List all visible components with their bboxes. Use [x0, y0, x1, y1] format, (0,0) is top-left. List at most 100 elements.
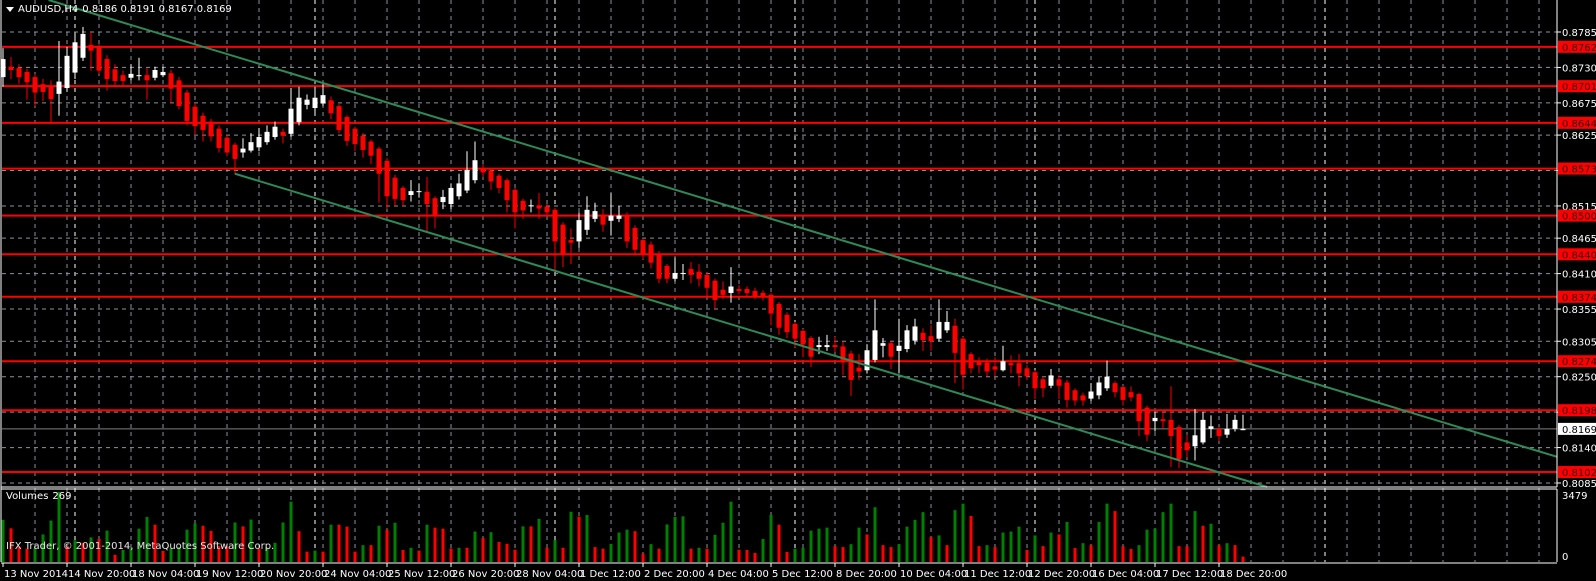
time-label: 24 Nov 04:00	[324, 569, 391, 580]
candle-bear	[552, 209, 558, 242]
volume-bar-down	[321, 551, 325, 562]
trend-channel-line[interactable]	[234, 172, 1268, 488]
candle-bull	[160, 71, 166, 76]
volume-bar-up	[617, 532, 621, 562]
volume-bar-down	[601, 548, 605, 562]
volume-bar-up	[393, 522, 397, 562]
candle-bull	[136, 75, 142, 77]
volume-bar-up	[1145, 529, 1149, 562]
symbol-timeframe: AUDUSD,H4	[18, 4, 79, 15]
candle-bear	[1080, 395, 1086, 401]
time-label: 10 Dec 04:00	[900, 569, 967, 580]
candle-bear	[840, 346, 846, 363]
candle-bear	[504, 180, 510, 201]
volume-bar-up	[1161, 512, 1165, 562]
volume-bar-down	[153, 524, 157, 562]
volume-bar-up	[1049, 532, 1053, 562]
volume-bar-up	[289, 501, 293, 562]
candle-bear	[632, 227, 638, 250]
price-tick-label: 0.8140	[1562, 444, 1596, 455]
candle-bear	[560, 224, 566, 255]
level-price-tag	[1558, 116, 1596, 129]
volume-bar-up	[665, 524, 669, 562]
volume-bar-up	[905, 526, 909, 562]
price-tick-label: 0.8085	[1562, 479, 1596, 490]
volume-bar-up	[409, 547, 413, 562]
volume-bar-up	[57, 492, 61, 562]
volume-bar-down	[1025, 550, 1029, 562]
candle-bull	[592, 211, 598, 219]
volume-bar-down	[929, 537, 933, 562]
volume-bar-down	[561, 547, 565, 562]
volume-bar-down	[417, 550, 421, 562]
current-price-tag	[1558, 422, 1596, 435]
candle-bull	[944, 321, 950, 331]
candle-bull	[872, 330, 878, 360]
time-label: 1 Dec 12:00	[580, 569, 641, 580]
ohlc-readout: 0.8186 0.8191 0.8167 0.8169	[82, 4, 232, 15]
chart-menu-triangle-icon[interactable]	[6, 7, 14, 12]
volume-bar-down	[1057, 534, 1061, 562]
volume-bar-up	[913, 519, 917, 562]
volume-bar-up	[1153, 528, 1157, 562]
level-price-tag	[1558, 40, 1596, 53]
candle-bear	[1136, 394, 1142, 422]
volume-bar-down	[17, 546, 21, 562]
level-price-tag	[1558, 404, 1596, 417]
volume-bar-up	[1033, 535, 1037, 562]
volume-bar-down	[1113, 511, 1117, 562]
volume-bar-down	[113, 554, 117, 562]
candle-bear	[968, 354, 974, 369]
volume-bar-down	[513, 549, 517, 562]
candle-bear	[424, 191, 430, 205]
volume-bar-down	[577, 516, 581, 562]
trend-channel-line[interactable]	[48, 0, 1558, 458]
volume-bar-up	[313, 550, 317, 562]
time-label: 11 Dec 12:00	[964, 569, 1031, 580]
time-label: 18 Nov 04:00	[132, 569, 199, 580]
candle-bear	[208, 121, 214, 137]
volume-bar-down	[505, 543, 509, 562]
candle-bull	[1224, 428, 1230, 435]
volume-bar-down	[401, 550, 405, 562]
volume-bar-up	[1137, 545, 1141, 562]
volume-bar-up	[961, 503, 965, 562]
price-tick-label: 0.8250	[1562, 373, 1596, 384]
candle-bear	[656, 253, 662, 279]
volume-bar-down	[345, 526, 349, 562]
candle-bull	[1208, 426, 1214, 429]
candle-bull	[904, 330, 910, 349]
candle-bear	[544, 206, 550, 213]
current-price-label: 0.8169	[1562, 425, 1596, 436]
volume-bar-up	[129, 548, 133, 562]
level-price-label: 0.8644	[1562, 119, 1596, 130]
volume-bar-up	[233, 522, 237, 562]
price-tick-label: 0.8465	[1562, 234, 1596, 245]
candle-bear	[768, 294, 774, 314]
time-label: 14 Nov 20:00	[68, 569, 135, 580]
candle-bear	[736, 289, 742, 292]
volume-max-label: 3479	[1562, 491, 1587, 502]
volume-bar-up	[673, 516, 677, 562]
volume-bar-down	[545, 547, 549, 562]
candle-bear	[400, 187, 406, 201]
candle-bear	[712, 280, 718, 301]
volume-bar-down	[1185, 546, 1189, 562]
candle-bear	[384, 160, 390, 197]
candle-bear	[688, 269, 694, 275]
candle-bear	[328, 100, 334, 114]
time-label: 12 Dec 20:00	[1028, 569, 1095, 580]
candle-bear	[168, 73, 174, 89]
candle-bear	[480, 168, 486, 173]
level-price-tag	[1558, 355, 1596, 368]
time-label: 8 Dec 20:00	[836, 569, 897, 580]
volume-bar-up	[1209, 523, 1213, 562]
candle-bull	[128, 73, 134, 78]
candle-bear	[536, 205, 542, 209]
candle-bear	[192, 106, 198, 127]
level-price-label: 0.8701	[1562, 82, 1596, 93]
volume-bar-down	[201, 525, 205, 562]
candle-bull	[672, 272, 678, 279]
candle-bear	[888, 343, 894, 357]
